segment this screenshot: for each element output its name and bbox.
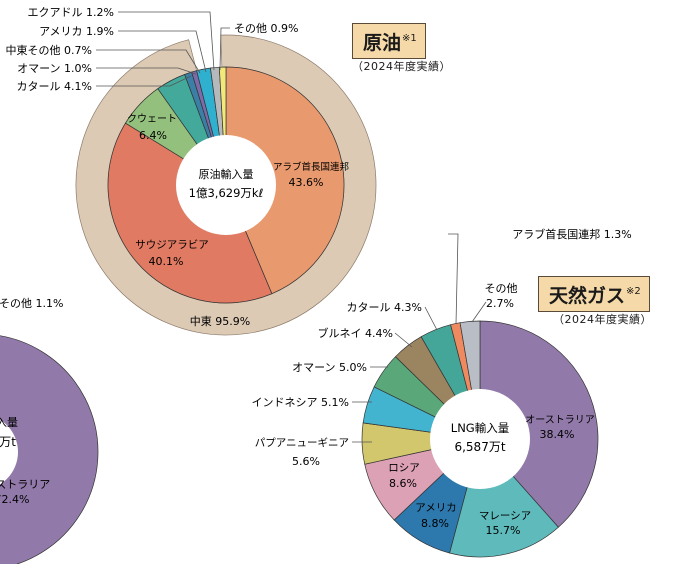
oil-leader-qatar — [96, 75, 192, 87]
oil-slice-value-saudi: 40.1% — [149, 255, 184, 268]
oil-donut: 原油輸入量 1億3,629万kℓ アラブ首長国連邦 43.6% サウジアラビア … — [6, 6, 377, 336]
oil-callout-other: その他 0.9% — [234, 22, 298, 35]
oil-slice-value-kuwait: 6.4% — [139, 129, 167, 142]
oil-slice-label-saudi: サウジアラビア — [135, 239, 209, 251]
lng-center-line-2: 6,587万t — [454, 440, 505, 454]
oil-callout-me-other: 中東その他 0.7% — [6, 44, 92, 57]
lng-callout-other-label: その他 — [485, 282, 518, 295]
lng-slice-0 — [479, 320, 599, 528]
lng-slice-value-russia: 8.6% — [389, 477, 417, 490]
lng-title-box: 天然ガス※2 — [538, 276, 650, 312]
lng-subtitle: （2024年度実績） — [553, 313, 652, 326]
oil-donut-hole — [176, 135, 276, 235]
oil-center-line-1: 原油輸入量 — [199, 167, 254, 181]
oil-callout-qatar: カタール 4.1% — [17, 80, 92, 93]
lng-slice-label-australia: オーストラリア — [525, 414, 595, 426]
lng-leader-brunei — [394, 332, 413, 348]
oil-leader-oman — [96, 67, 197, 75]
oil-leader-lines — [96, 11, 230, 87]
lng-title: 天然ガス — [549, 285, 626, 307]
lng-callout-brunei: ブルネイ 4.4% — [318, 326, 393, 340]
oil-title-box: 原油※1 — [352, 23, 426, 59]
oil-center-line-2: 1億3,629万kℓ — [189, 186, 264, 200]
left-donut: 入量 万t オーストラリア 72.4% その他 1.1% — [0, 297, 99, 568]
oil-title: 原油 — [363, 32, 402, 54]
oil-slice-0 — [225, 66, 345, 295]
lng-callout-png-label: パプアニューギニア — [255, 437, 349, 449]
lng-leader-other — [471, 301, 487, 323]
oil-callout-oman: オマーン 1.0% — [17, 62, 92, 75]
oil-callout-ecuador: エクアドル 1.2% — [28, 6, 114, 19]
lng-slice-label-russia: ロシア — [388, 462, 420, 474]
left-center-line-2: 万t — [0, 435, 16, 449]
left-slice-label-australia: オーストラリア — [0, 478, 50, 491]
lng-callout-indonesia: インドネシア 5.1% — [252, 396, 349, 409]
lng-callout-qatar: カタール 4.3% — [347, 301, 422, 314]
oil-slice-label-kuwait: クウェート — [127, 113, 177, 125]
left-callout-other: その他 1.1% — [0, 297, 63, 310]
oil-slice-label-uae: アラブ首長国連邦 — [273, 161, 350, 173]
lng-slice-label-usa: アメリカ — [415, 502, 456, 514]
lng-donut-hole — [430, 389, 530, 489]
lng-center-line-1: LNG輸入量 — [451, 421, 509, 435]
oil-leader-other — [219, 27, 230, 71]
lng-slice-value-malaysia: 15.7% — [486, 524, 521, 537]
lng-callout-png-value: 5.6% — [292, 455, 320, 468]
oil-callout-usa: アメリカ 1.9% — [39, 25, 114, 38]
left-slice-australia — [0, 335, 99, 568]
oil-leader-me-other — [96, 49, 201, 74]
lng-slice-label-malaysia: マレーシア — [479, 510, 531, 522]
left-center-line-1: 入量 — [0, 416, 18, 429]
oil-title-note: ※1 — [402, 33, 417, 44]
lng-leader-uae — [448, 233, 459, 325]
left-slice-value-australia: 72.4% — [0, 493, 29, 506]
lng-donut: LNG輸入量 6,587万t オーストラリア 38.4% マレーシア 15.7%… — [252, 227, 632, 558]
lng-slice-value-usa: 8.8% — [421, 517, 449, 530]
lng-leader-qatar — [424, 306, 438, 331]
lng-callout-uae: アラブ首長国連邦 1.3% — [512, 227, 631, 241]
lng-leader-lines — [352, 233, 487, 443]
left-donut-hole — [0, 419, 18, 485]
oil-subtitle: （2024年度実績） — [352, 60, 451, 73]
oil-leader-usa — [118, 30, 207, 73]
oil-leader-ecuador — [118, 11, 215, 71]
oil-slice-value-uae: 43.6% — [289, 176, 324, 189]
oil-outer-ring-label: 中東 95.9% — [190, 315, 250, 328]
lng-callout-other-value: 2.7% — [486, 297, 514, 310]
lng-callout-oman: オマーン 5.0% — [292, 361, 367, 374]
lng-slice-value-australia: 38.4% — [540, 428, 575, 441]
lng-title-note: ※2 — [626, 286, 641, 297]
